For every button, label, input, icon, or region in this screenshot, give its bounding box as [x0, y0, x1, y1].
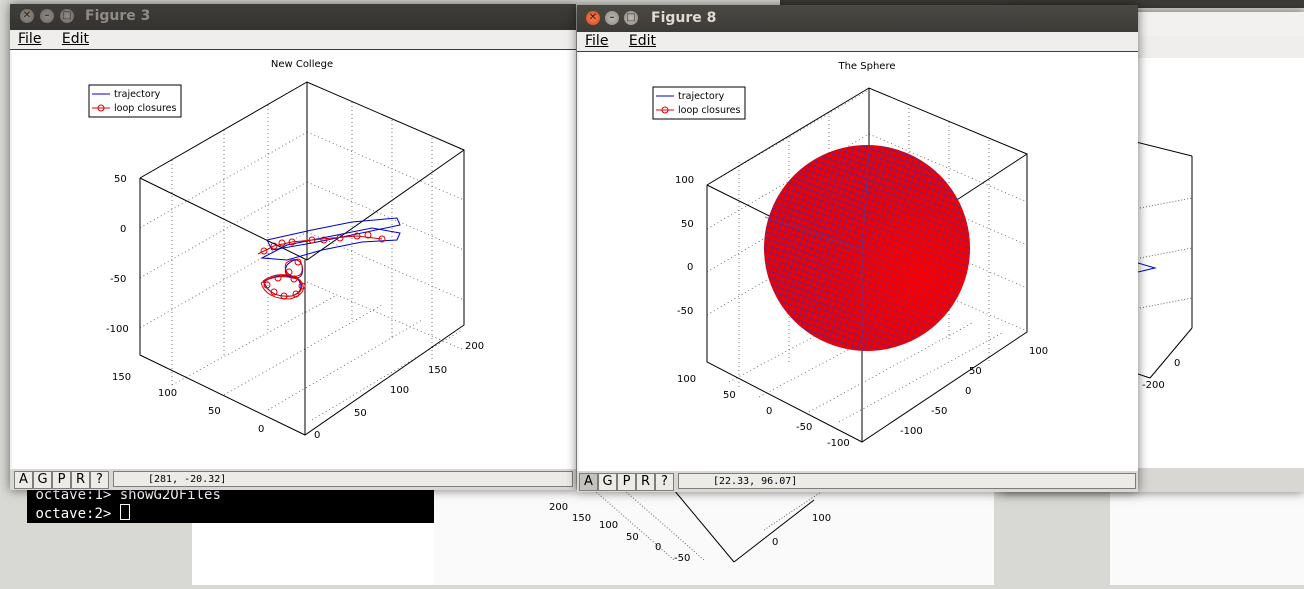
background-window-top [780, 0, 1304, 8]
x-tick: 100 [1029, 346, 1048, 357]
right-tick: 0 [1174, 358, 1180, 369]
figure-3-statusbar: A G P R ? [281, -20.32] [10, 469, 576, 490]
x-tick: -100 [900, 426, 923, 437]
y-tick: 50 [208, 406, 221, 417]
background-axes-right: 0 -200 [1119, 137, 1193, 391]
plot-title: New College [271, 59, 333, 70]
loop-closures [257, 231, 386, 300]
figure-8-canvas[interactable]: The Sphere [579, 52, 1138, 471]
octave-terminal[interactable]: octave:1> showG2OFiles octave:2> [27, 486, 434, 523]
y-tick: -50 [796, 422, 812, 433]
maximize-icon[interactable]: □ [60, 9, 74, 23]
close-icon[interactable]: ✕ [586, 11, 600, 25]
y-tick: 50 [723, 390, 736, 401]
menu-file[interactable]: File [18, 31, 42, 47]
bottom-xtick: 100 [812, 513, 831, 524]
x-tick: 50 [354, 408, 367, 419]
figure-3-window[interactable]: ✕ – □ Figure 3 File Edit New College [10, 4, 576, 490]
tool-grid-button[interactable]: G [33, 471, 52, 489]
legend-loop-closures: loop closures [114, 103, 177, 114]
terminal-line: octave:2> [27, 504, 434, 523]
figure-3-canvas[interactable]: New College [12, 50, 576, 469]
figure-3-menubar: File Edit [10, 30, 576, 50]
tool-rotate-button[interactable]: R [71, 471, 90, 489]
terminal-prompt: octave:2> [35, 506, 120, 522]
y-tick: -100 [827, 438, 850, 449]
bottom-ytick: 150 [572, 513, 591, 524]
menu-edit[interactable]: Edit [61, 31, 90, 47]
coordinate-readout: [22.33, 96.07] [678, 473, 1136, 489]
tool-help-button[interactable]: ? [655, 473, 674, 491]
legend-trajectory: trajectory [114, 89, 161, 100]
bottom-ytick: 100 [599, 520, 618, 531]
background-window-bottom: 200 150 100 50 0 -50 100 0 [434, 489, 994, 585]
y-tick: 0 [766, 406, 772, 417]
y-tick: 150 [112, 372, 131, 383]
plot-the-sphere[interactable]: The Sphere [579, 52, 1138, 471]
trajectory-line [260, 217, 401, 297]
y-tick: 100 [158, 388, 177, 399]
z-tick: 50 [681, 219, 694, 230]
tool-autoscale-button[interactable]: A [579, 473, 598, 491]
z-tick: 50 [114, 174, 127, 185]
window-title: Figure 3 [85, 8, 151, 24]
x-tick: 0 [314, 430, 320, 441]
figure-3-titlebar[interactable]: ✕ – □ Figure 3 [10, 4, 576, 30]
bottom-ytick: 50 [626, 532, 639, 543]
legend-loop-closures: loop closures [678, 105, 741, 116]
background-axes-bottom: 200 150 100 50 0 -50 100 0 [549, 489, 831, 564]
menu-file[interactable]: File [585, 33, 609, 49]
x-tick: 200 [465, 341, 484, 352]
coordinate-readout: [281, -20.32] [113, 471, 573, 487]
menu-edit[interactable]: Edit [628, 33, 657, 49]
x-tick: 0 [965, 386, 971, 397]
bottom-xtick: 0 [772, 537, 778, 548]
maximize-icon[interactable]: □ [624, 11, 638, 25]
x-tick: 100 [390, 385, 409, 396]
z-tick: 0 [120, 224, 126, 235]
bottom-ytick: 200 [549, 502, 568, 513]
terminal-command: showG2OFiles [119, 487, 221, 503]
plot-title: The Sphere [837, 61, 895, 72]
x-tick: 50 [969, 366, 982, 377]
tool-pan-button[interactable]: P [52, 471, 71, 489]
tool-pan-button[interactable]: P [617, 473, 636, 491]
tool-help-button[interactable]: ? [90, 471, 109, 489]
z-tick: -50 [110, 274, 126, 285]
plot-new-college[interactable]: New College [12, 50, 576, 469]
z-tick: -50 [677, 306, 693, 317]
close-icon[interactable]: ✕ [20, 9, 34, 23]
minimize-icon[interactable]: – [40, 9, 54, 23]
terminal-cursor[interactable] [119, 504, 130, 520]
terminal-prompt: octave:1> [35, 487, 120, 503]
y-tick: 100 [677, 374, 696, 385]
legend: trajectory loop closures [652, 86, 746, 120]
tool-grid-button[interactable]: G [598, 473, 617, 491]
terminal-line: octave:1> showG2OFiles [27, 487, 434, 504]
bottom-ytick: 0 [655, 542, 661, 553]
tool-autoscale-button[interactable]: A [14, 471, 33, 489]
x-tick: 150 [428, 365, 447, 376]
figure-8-titlebar[interactable]: ✕ – □ Figure 8 [577, 5, 1138, 32]
figure-8-window[interactable]: ✕ – □ Figure 8 File Edit The Sphere [577, 5, 1138, 492]
sphere-surface [764, 145, 970, 351]
legend: trajectory loop closures [88, 84, 182, 118]
right-tick: -200 [1142, 380, 1165, 391]
x-tick: -50 [931, 406, 947, 417]
background-window-right [1110, 490, 1304, 585]
legend-trajectory: trajectory [678, 91, 725, 102]
tool-rotate-button[interactable]: R [636, 473, 655, 491]
z-tick: 100 [675, 175, 694, 186]
bottom-ytick: -50 [674, 553, 690, 564]
minimize-icon[interactable]: – [605, 11, 619, 25]
figure-8-menubar: File Edit [577, 32, 1138, 52]
z-tick: 0 [687, 262, 693, 273]
z-tick: -100 [106, 324, 129, 335]
y-tick: 0 [258, 424, 264, 435]
window-title: Figure 8 [651, 10, 717, 26]
figure-8-statusbar: A G P R ? [22.33, 96.07] [577, 471, 1138, 492]
